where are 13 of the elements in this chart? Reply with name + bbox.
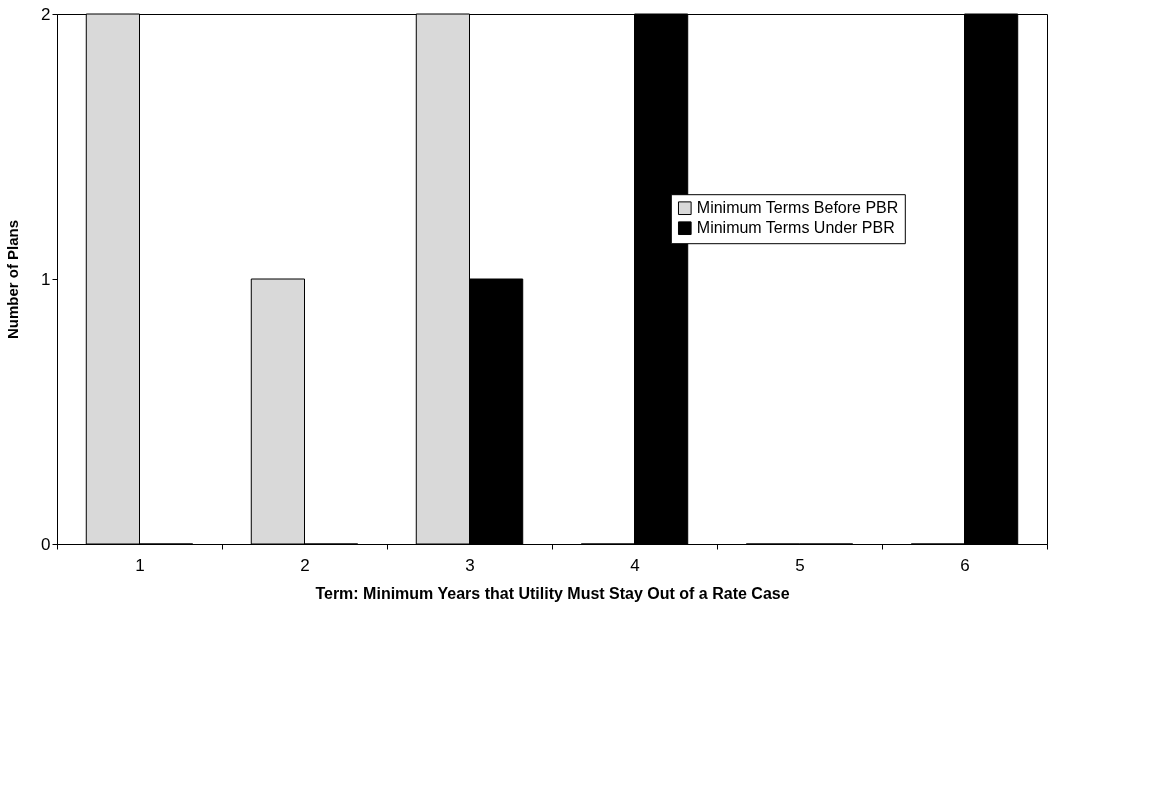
y-tick-label: 0 — [41, 534, 51, 554]
legend-label: Minimum Terms Under PBR — [696, 219, 895, 237]
legend-label: Minimum Terms Before PBR — [696, 199, 899, 217]
x-tick-label: 5 — [795, 555, 805, 575]
x-tick-label: 4 — [630, 555, 640, 575]
y-tick-label: 1 — [41, 269, 51, 289]
x-axis-title: Term: Minimum Years that Utility Must Stay Out of a Rate Case — [315, 584, 790, 602]
x-tick-label: 3 — [465, 555, 475, 575]
x-tick-label: 6 — [960, 555, 970, 575]
x-tick-label: 2 — [300, 555, 310, 575]
x-tick-label: 1 — [135, 555, 145, 575]
y-tick-label: 2 — [41, 4, 51, 24]
y-axis-title: Number of Plans — [4, 219, 22, 340]
